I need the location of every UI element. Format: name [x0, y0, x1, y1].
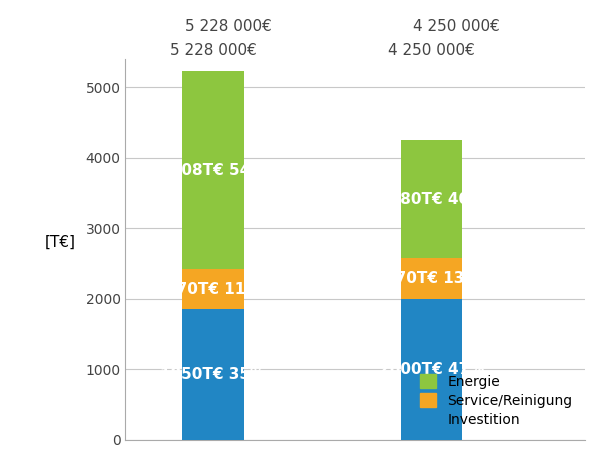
Text: 2808T€ 54%: 2808T€ 54% [160, 163, 266, 178]
Text: 570T€ 13%: 570T€ 13% [385, 271, 479, 286]
Bar [401, 299, 463, 439]
Text: 1680T€ 40%: 1680T€ 40% [379, 192, 485, 207]
Bar [401, 140, 463, 258]
Text: 4 250 000€: 4 250 000€ [413, 19, 499, 33]
Text: 2000T€ 47%: 2000T€ 47% [379, 362, 485, 376]
Bar [182, 269, 244, 309]
Y-axis label: [T€]: [T€] [45, 234, 76, 249]
Text: 5 228 000€: 5 228 000€ [185, 19, 271, 33]
Legend: Energie, Service/Reinigung, Investition: Energie, Service/Reinigung, Investition [414, 369, 578, 432]
Text: 5 228 000€: 5 228 000€ [170, 43, 256, 58]
Bar [182, 309, 244, 439]
Text: 4 250 000€: 4 250 000€ [388, 43, 475, 58]
Bar [401, 258, 463, 299]
Text: 570T€ 11%: 570T€ 11% [166, 282, 260, 297]
Bar [182, 71, 244, 269]
Text: 1850T€ 35%: 1850T€ 35% [160, 367, 266, 382]
